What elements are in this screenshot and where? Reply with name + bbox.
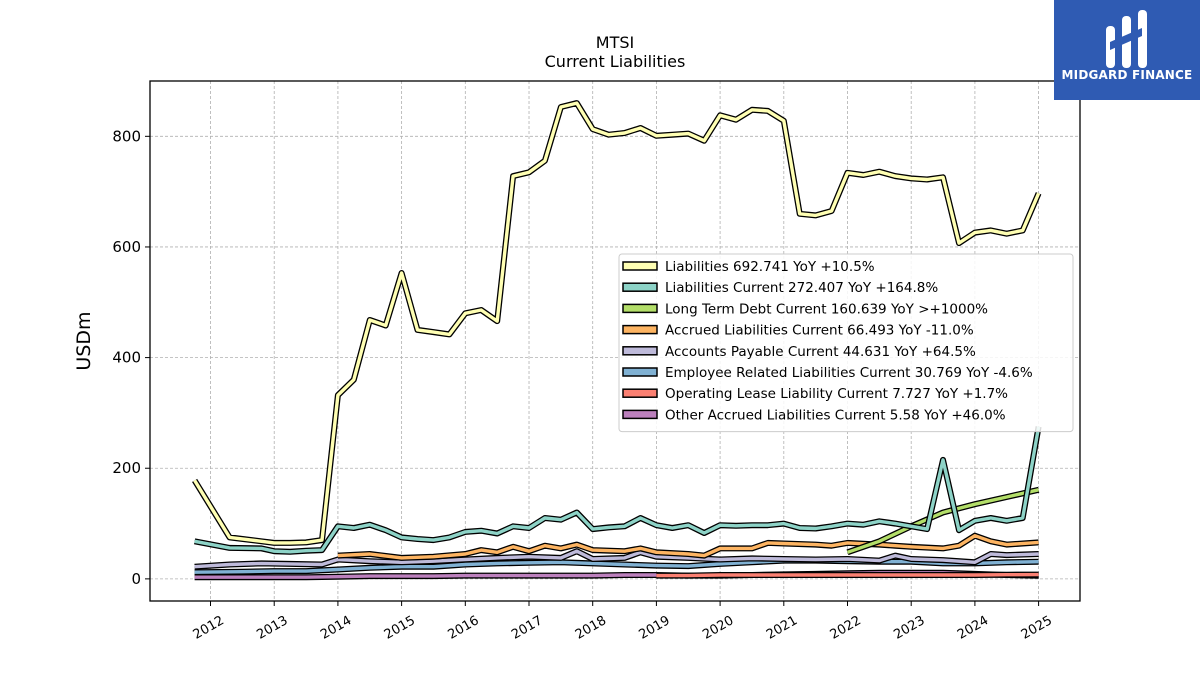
legend: Liabilities 692.741 YoY +10.5% Liabilitie… (618, 253, 1074, 433)
x-tick-label: 2024 (955, 613, 991, 643)
brand-name: MIDGARD FINANCE (1061, 68, 1193, 82)
chart-title: MTSI (596, 33, 634, 52)
y-tick-label: 800 (112, 127, 141, 145)
x-tick-label: 2012 (191, 613, 227, 643)
y-tick-label: 400 (112, 349, 141, 367)
x-tick-label: 2015 (382, 613, 418, 643)
series-line-liabilities-current (194, 426, 1041, 554)
legend-swatch-long-term-debt-current (622, 303, 658, 314)
series-line-accrued-liabilities-current (337, 534, 1039, 560)
x-tick-label: 2018 (573, 613, 609, 643)
legend-entry-employee-related-liabilities-current: Employee Related Liabilities Current 30.… (665, 365, 1033, 381)
legend-swatch-accounts-payable-current (622, 346, 658, 356)
series-line-accounts-payable-current (194, 549, 1039, 569)
x-tick-label: 2013 (254, 613, 290, 643)
legend-swatch-liabilities (622, 261, 658, 271)
y-tick-label: 600 (112, 238, 141, 256)
series-line-liabilities (193, 101, 1041, 545)
legend-entry-long-term-debt-current: Long Term Debt Current 160.639 YoY >+100… (665, 301, 988, 317)
brand-logo: MIDGARD FINANCE (1054, 0, 1200, 100)
x-tick-label: 2020 (700, 613, 736, 643)
legend-entry-accrued-liabilities-current: Accrued Liabilities Current 66.493 YoY -… (665, 323, 974, 339)
y-axis-label: USDm (73, 311, 95, 370)
series-layer (192, 100, 1042, 581)
x-tick-label: 2014 (318, 613, 354, 643)
legend-entry-other-accrued-liabilities-current: Other Accrued Liabilities Current 5.58 Y… (665, 407, 1006, 423)
y-tick-label: 200 (112, 459, 141, 477)
midgard-logo-icon (1106, 10, 1147, 68)
legend-box (618, 253, 1074, 433)
x-tick-label: 2022 (828, 613, 864, 643)
x-tick-label: 2025 (1019, 613, 1055, 643)
legend-swatch-operating-lease-liability-current (622, 388, 658, 398)
legend-swatch-other-accrued-liabilities-current (622, 409, 658, 420)
x-tick-label: 2023 (891, 613, 927, 643)
series-line-long-term-debt-current (846, 488, 1039, 554)
y-tick-label: 0 (131, 570, 141, 588)
legend-entry-operating-lease-liability-current: Operating Lease Liability Current 7.727 … (665, 386, 1008, 402)
chart-subtitle: Current Liabilities (545, 52, 686, 71)
legend-entry-liabilities-current: Liabilities Current 272.407 YoY +164.8% (665, 280, 938, 296)
legend-swatch-accrued-liabilities-current (622, 324, 658, 335)
plot-frame (149, 80, 1081, 602)
x-tick-label: 2019 (637, 613, 673, 643)
x-tick-label: 2016 (445, 613, 481, 643)
x-tick-label: 2017 (509, 613, 545, 643)
series-line-operating-lease-liability-current (656, 572, 1039, 578)
legend-entry-liabilities: Liabilities 692.741 YoY +10.5% (665, 259, 875, 275)
legend-entry-accounts-payable-current: Accounts Payable Current 44.631 YoY +64.… (665, 344, 976, 360)
x-tick-label: 2021 (764, 613, 800, 643)
legend-swatch-employee-related-liabilities-current (622, 367, 658, 377)
legend-swatch-liabilities-current (622, 282, 658, 292)
series-line-employee-related-liabilities-current (194, 558, 1039, 574)
